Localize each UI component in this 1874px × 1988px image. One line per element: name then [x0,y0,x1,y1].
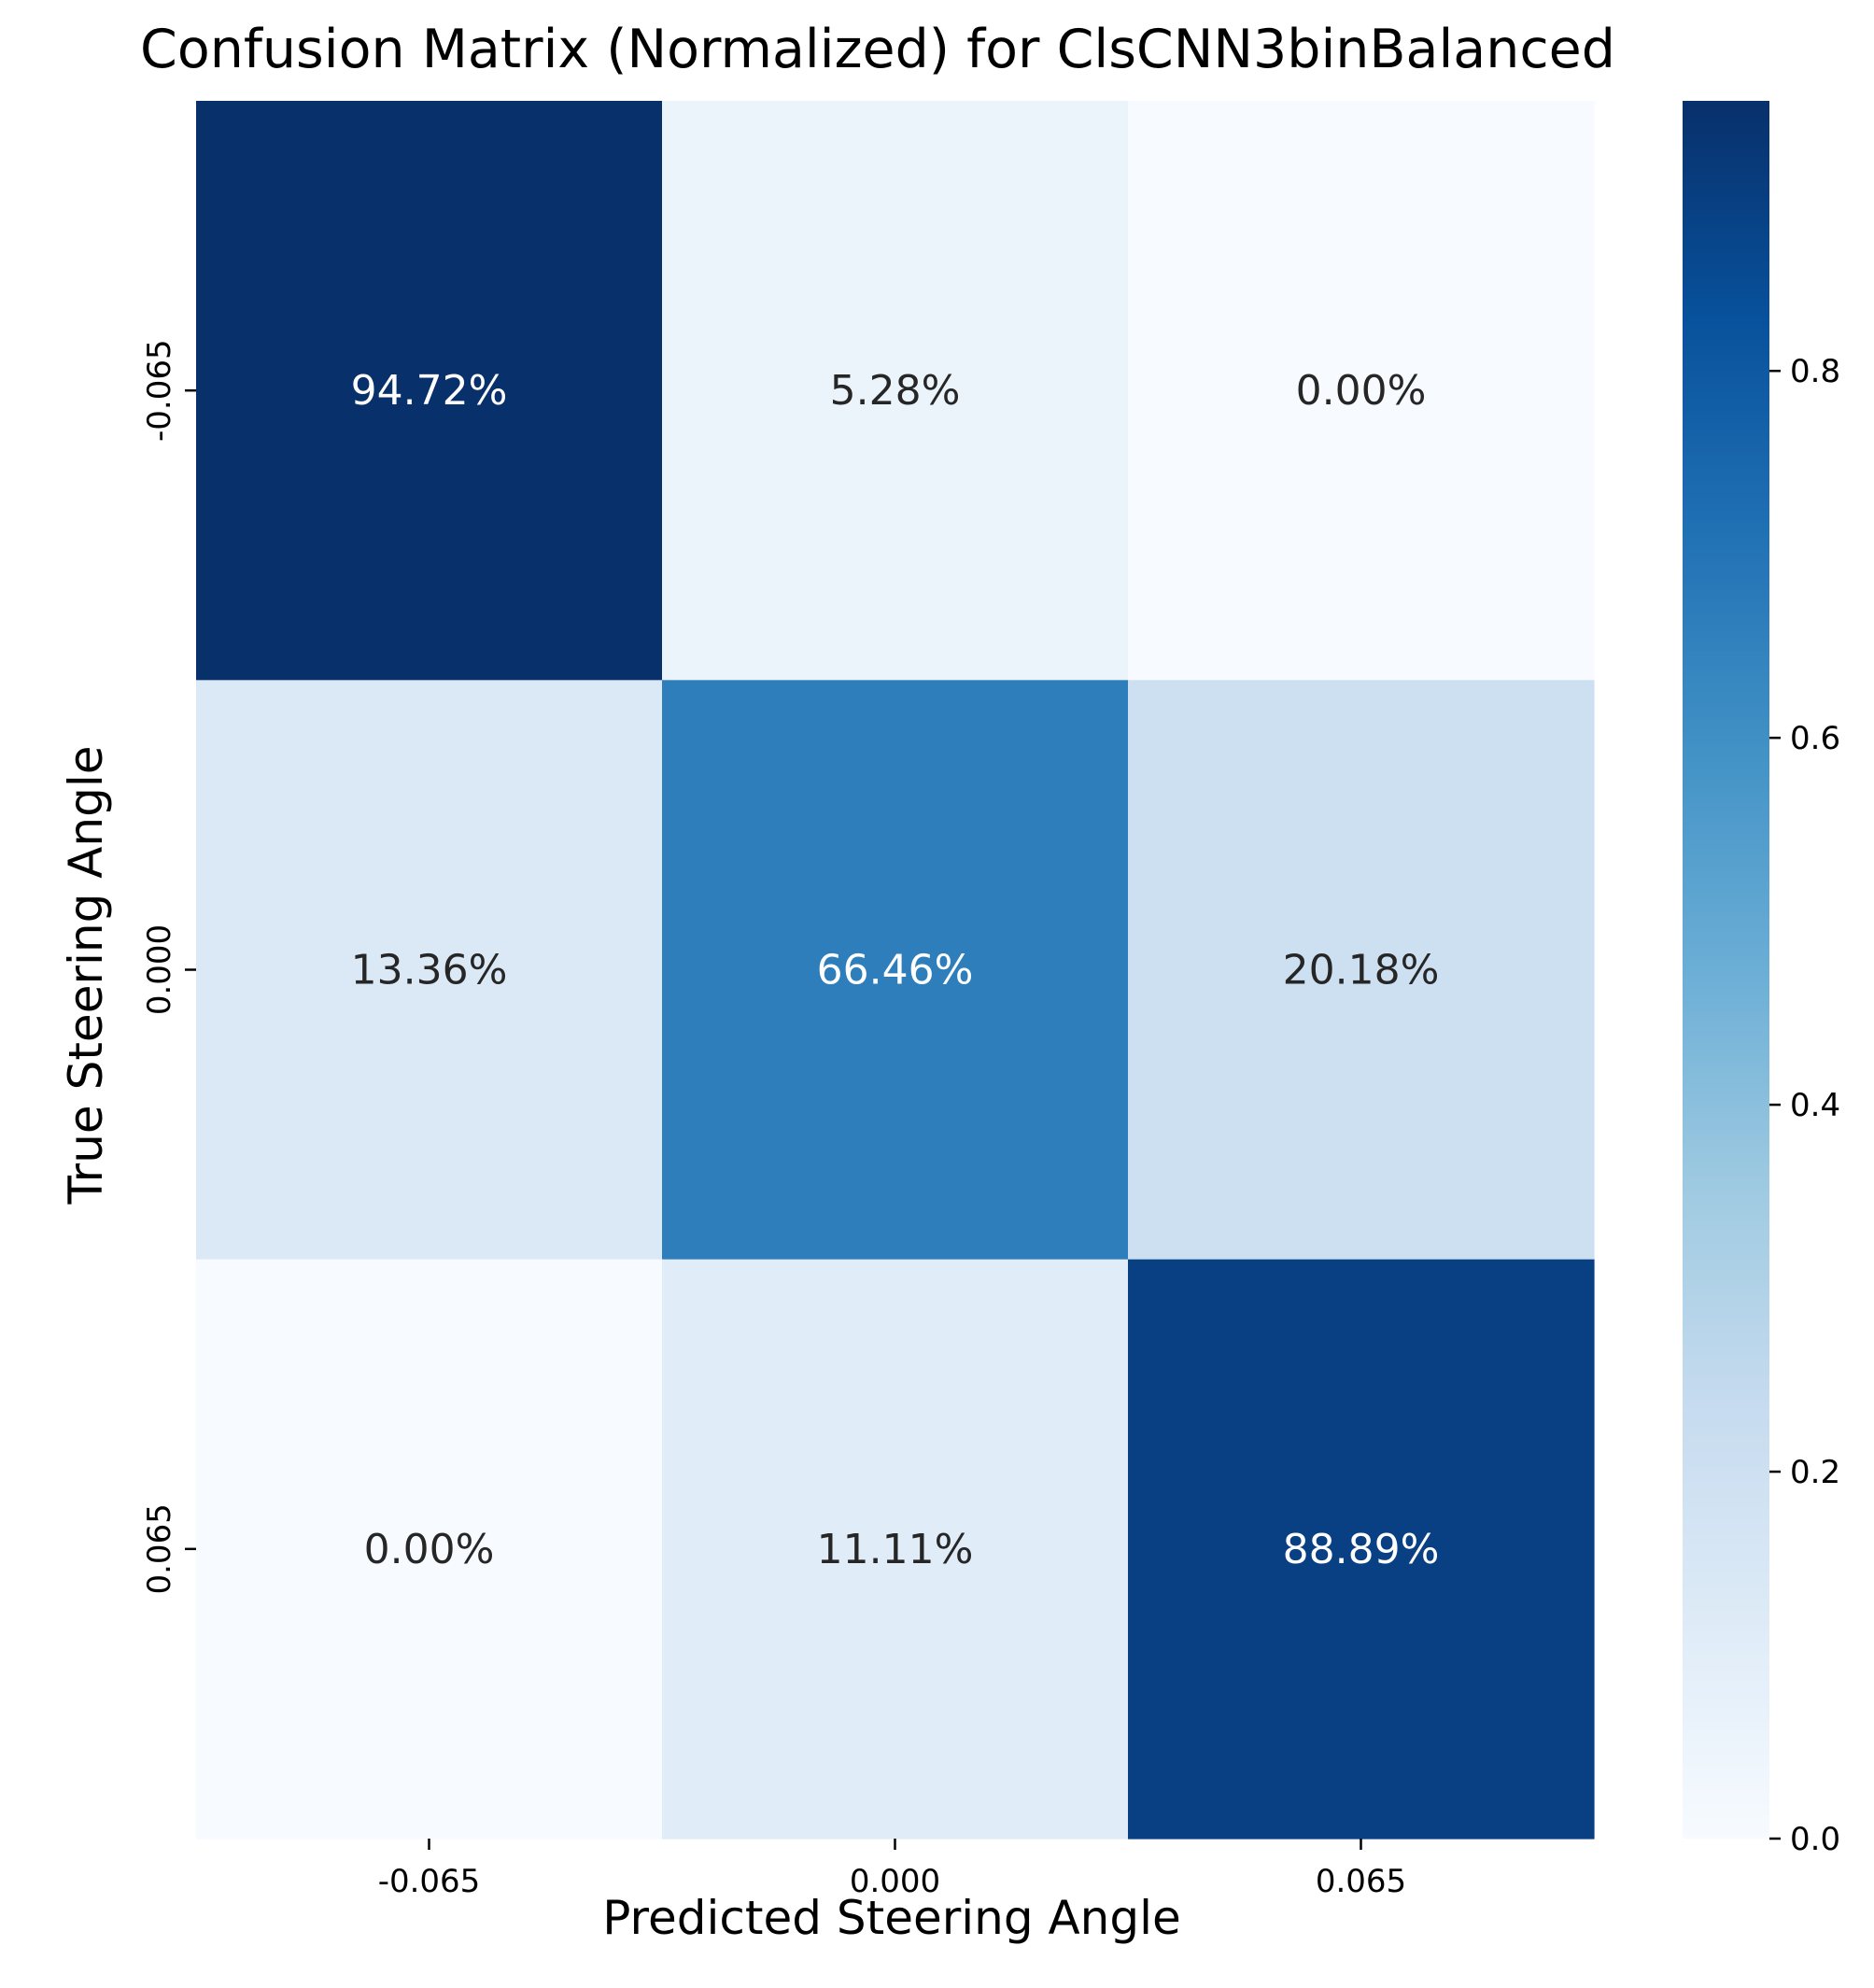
y-axis-label: True Steering Angle [59,745,113,1205]
heatmap-cells: 94.72% 5.28% 0.00% 13.36% 66.46% 20.18% 0.00% 1… [196,101,1595,1840]
cell-annotation: 11.11% [817,1526,974,1573]
heatmap-cell [196,1259,663,1840]
x-tick-label: 0.065 [1316,1863,1406,1900]
cell-annotation: 13.36% [351,947,508,994]
colorbar-tick-label: 0.2 [1790,1454,1840,1491]
colorbar-tick-label: 0.4 [1790,1087,1840,1124]
cell-annotation: 5.28% [830,367,961,415]
colorbar-tick-label: 0.0 [1790,1821,1840,1858]
y-tick-label: 0.065 [141,1503,178,1594]
y-tick-label: 0.000 [141,924,178,1015]
heatmap-cell [662,101,1129,681]
x-axis-label: Predicted Steering Angle [602,1891,1181,1945]
heatmap-cell [1128,1259,1595,1840]
heatmap-cell [662,1259,1129,1840]
heatmap-cell [196,101,663,681]
cell-annotation: 94.72% [351,367,508,415]
chart-title: Confusion Matrix (Normalized) for ClsCNN… [140,19,1615,80]
cell-annotation: 88.89% [1283,1526,1440,1573]
colorbar-tick-label: 0.6 [1790,720,1840,757]
y-tick-label: -0.065 [141,339,178,442]
heatmap-cell [196,680,663,1261]
colorbar: 0.0 0.2 0.4 0.6 0.8 [1683,101,1840,1858]
x-axis: -0.065 0.000 0.065 [378,1839,1406,1900]
cell-annotation: 66.46% [817,947,974,994]
colorbar-tick-label: 0.8 [1790,353,1840,390]
x-tick-label: -0.065 [378,1863,481,1900]
x-tick-label: 0.000 [850,1863,940,1900]
heatmap-cell [662,680,1129,1261]
colorbar-gradient [1683,101,1769,1839]
y-axis: -0.065 0.000 0.065 [141,339,196,1595]
heatmap-cell [1128,101,1595,681]
cell-annotation: 0.00% [364,1526,495,1573]
heatmap-cell [1128,680,1595,1261]
cell-annotation: 0.00% [1296,367,1427,415]
cell-annotation: 20.18% [1283,947,1440,994]
